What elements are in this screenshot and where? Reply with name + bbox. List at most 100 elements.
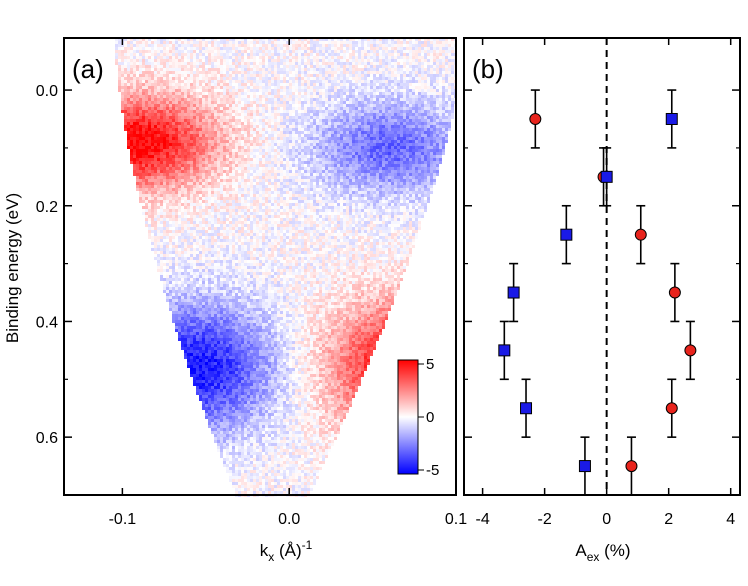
heatmap-cell: [337, 95, 340, 98]
heatmap-cell: [424, 137, 427, 140]
heatmap-cell: [190, 149, 193, 152]
heatmap-cell: [439, 47, 442, 50]
heatmap-cell: [157, 104, 160, 107]
heatmap-cell: [313, 83, 316, 86]
heatmap-cell: [127, 125, 130, 128]
heatmap-cell: [391, 59, 394, 62]
heatmap-cell: [256, 146, 259, 149]
heatmap-cell: [136, 47, 139, 50]
heatmap-cell: [355, 68, 358, 71]
heatmap-cell: [259, 104, 262, 107]
heatmap-cell: [154, 164, 157, 167]
heatmap-cell: [139, 74, 142, 77]
heatmap-cell: [421, 89, 424, 92]
heatmap-cell: [214, 113, 217, 116]
heatmap-cell: [163, 131, 166, 134]
heatmap-cell: [229, 128, 232, 131]
heatmap-cell: [331, 143, 334, 146]
heatmap-cell: [346, 89, 349, 92]
heatmap-cell: [433, 50, 436, 53]
heatmap-cell: [313, 41, 316, 44]
heatmap-cell: [229, 152, 232, 155]
heatmap-cell: [274, 137, 277, 140]
heatmap-cell: [430, 38, 433, 41]
heatmap-cell: [367, 107, 370, 110]
heatmap-cell: [433, 161, 436, 164]
heatmap-cell: [436, 83, 439, 86]
heatmap-cell: [349, 122, 352, 125]
heatmap-cell: [232, 164, 235, 167]
heatmap-cell: [163, 146, 166, 149]
heatmap-cell: [289, 161, 292, 164]
heatmap-cell: [391, 164, 394, 167]
heatmap-cell: [343, 41, 346, 44]
heatmap-cell: [130, 140, 133, 143]
heatmap-cell: [331, 164, 334, 167]
heatmap-cell: [181, 95, 184, 98]
heatmap-cell: [262, 119, 265, 122]
heatmap-cell: [391, 98, 394, 101]
heatmap-cell: [295, 44, 298, 47]
heatmap-cell: [214, 80, 217, 83]
heatmap-cell: [211, 89, 214, 92]
heatmap-cell: [241, 134, 244, 137]
heatmap-cell: [436, 89, 439, 92]
heatmap-cell: [277, 137, 280, 140]
heatmap-cell: [187, 44, 190, 47]
heatmap-cell: [328, 92, 331, 95]
heatmap-cell: [190, 167, 193, 170]
heatmap-cell: [202, 149, 205, 152]
heatmap-cell: [319, 113, 322, 116]
heatmap-cell: [361, 47, 364, 50]
heatmap-cell: [211, 119, 214, 122]
heatmap-cell: [355, 110, 358, 113]
heatmap-cell: [265, 104, 268, 107]
heatmap-cell: [433, 125, 436, 128]
heatmap-cell: [148, 101, 151, 104]
heatmap-cell: [232, 170, 235, 173]
heatmap-cell: [139, 170, 142, 173]
heatmap-cell: [403, 95, 406, 98]
heatmap-cell: [322, 50, 325, 53]
heatmap-cell: [364, 62, 367, 65]
heatmap-cell: [283, 134, 286, 137]
heatmap-cell: [190, 38, 193, 41]
heatmap-cell: [145, 89, 148, 92]
heatmap-cell: [367, 47, 370, 50]
heatmap-cell: [229, 107, 232, 110]
heatmap-cell: [247, 173, 250, 176]
heatmap-cell: [259, 65, 262, 68]
heatmap-cell: [391, 155, 394, 158]
heatmap-cell: [316, 122, 319, 125]
heatmap-cell: [331, 44, 334, 47]
heatmap-cell: [436, 86, 439, 89]
heatmap-cell: [142, 98, 145, 101]
heatmap-cell: [193, 59, 196, 62]
heatmap-cell: [253, 104, 256, 107]
heatmap-cell: [352, 107, 355, 110]
heatmap-cell: [148, 53, 151, 56]
heatmap-cell: [325, 62, 328, 65]
heatmap-cell: [343, 131, 346, 134]
heatmap-cell: [226, 122, 229, 125]
heatmap-cell: [352, 113, 355, 116]
heatmap-cell: [211, 53, 214, 56]
heatmap-cell: [157, 59, 160, 62]
heatmap-cell: [331, 161, 334, 164]
heatmap-cell: [403, 158, 406, 161]
heatmap-cell: [424, 167, 427, 170]
heatmap-cell: [199, 38, 202, 41]
heatmap-cell: [412, 140, 415, 143]
heatmap-cell: [400, 128, 403, 131]
heatmap-cell: [280, 146, 283, 149]
heatmap-cell: [178, 98, 181, 101]
heatmap-cell: [376, 74, 379, 77]
heatmap-cell: [334, 101, 337, 104]
heatmap-cell: [139, 146, 142, 149]
heatmap-cell: [175, 116, 178, 119]
heatmap-cell: [115, 56, 118, 59]
heatmap-cell: [340, 44, 343, 47]
heatmap-cell: [193, 47, 196, 50]
heatmap-cell: [274, 146, 277, 149]
heatmap-cell: [232, 149, 235, 152]
